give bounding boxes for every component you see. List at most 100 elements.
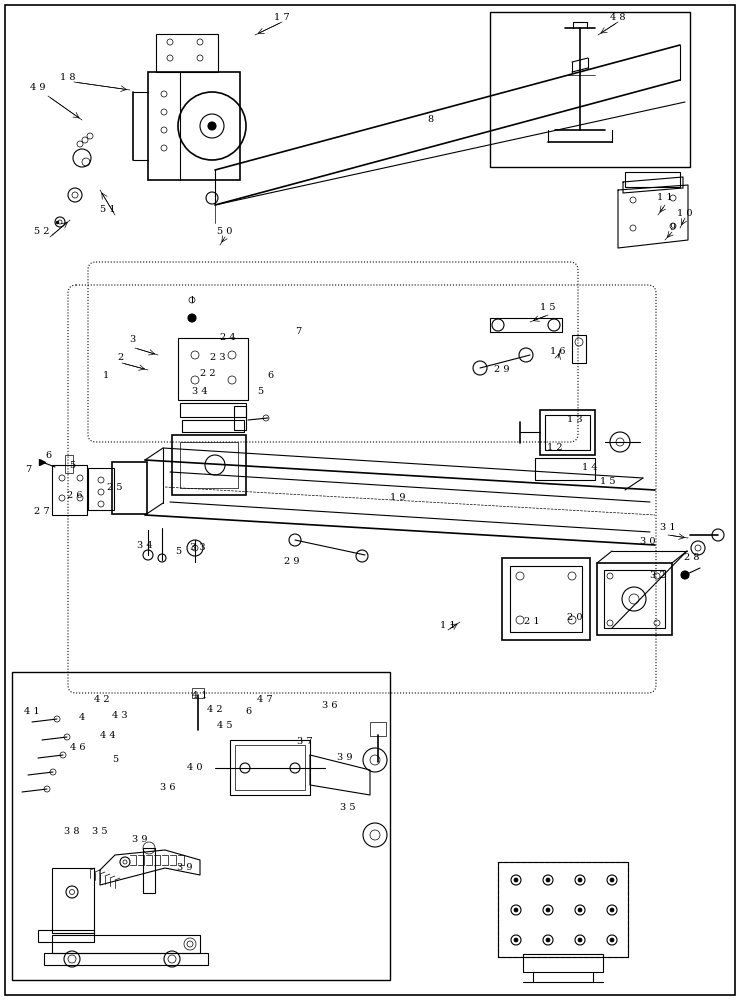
Text: 2 1: 2 1 bbox=[524, 617, 539, 626]
Text: 2 9: 2 9 bbox=[494, 365, 510, 374]
Text: 3 1: 3 1 bbox=[660, 524, 676, 532]
Text: 3 4: 3 4 bbox=[137, 540, 153, 550]
Text: 1 8: 1 8 bbox=[60, 74, 75, 83]
Text: 1 7: 1 7 bbox=[275, 13, 290, 22]
Circle shape bbox=[546, 908, 550, 912]
Circle shape bbox=[546, 938, 550, 942]
Text: 3 3: 3 3 bbox=[190, 544, 206, 552]
Bar bbox=[143, 848, 155, 893]
Bar bbox=[490, 318, 562, 332]
Text: 5: 5 bbox=[112, 756, 118, 764]
Bar bbox=[52, 935, 200, 953]
Text: 3 8: 3 8 bbox=[64, 828, 80, 836]
Bar bbox=[370, 722, 386, 736]
Text: 3 0: 3 0 bbox=[640, 538, 656, 546]
Text: 4 2: 4 2 bbox=[207, 706, 223, 714]
Text: 2 2: 2 2 bbox=[201, 369, 216, 378]
Text: 9: 9 bbox=[669, 224, 675, 232]
Bar bbox=[540, 410, 595, 455]
Text: 2 4: 2 4 bbox=[221, 334, 236, 342]
Text: 2 6: 2 6 bbox=[67, 490, 83, 499]
Bar bbox=[44, 953, 208, 965]
Circle shape bbox=[578, 878, 582, 882]
Text: 5 1: 5 1 bbox=[100, 206, 115, 215]
Bar bbox=[502, 558, 590, 640]
Circle shape bbox=[514, 938, 518, 942]
Text: 1 5: 1 5 bbox=[600, 478, 616, 487]
Text: 4 2: 4 2 bbox=[94, 696, 110, 704]
Text: 1 1: 1 1 bbox=[657, 194, 673, 202]
Bar bbox=[182, 420, 244, 432]
Text: 1 9: 1 9 bbox=[390, 493, 406, 502]
Text: 4 7: 4 7 bbox=[258, 696, 273, 704]
Bar bbox=[234, 406, 246, 430]
Bar bbox=[172, 435, 246, 495]
Text: 4 0: 4 0 bbox=[187, 764, 203, 772]
Text: 2 9: 2 9 bbox=[284, 558, 300, 566]
Text: 4 9: 4 9 bbox=[30, 84, 46, 93]
Circle shape bbox=[514, 908, 518, 912]
Bar bbox=[180, 442, 238, 488]
Text: 1 0: 1 0 bbox=[677, 209, 693, 218]
Text: 1 4: 1 4 bbox=[582, 464, 598, 473]
Text: 3 6: 3 6 bbox=[322, 700, 337, 710]
Text: 3 4: 3 4 bbox=[192, 387, 208, 396]
Text: 3 9: 3 9 bbox=[337, 754, 353, 762]
Bar bbox=[65, 455, 73, 473]
Text: 4 5: 4 5 bbox=[218, 720, 233, 730]
Bar bbox=[156, 34, 218, 72]
Circle shape bbox=[610, 938, 614, 942]
Text: 3: 3 bbox=[129, 336, 135, 344]
Text: 1 2: 1 2 bbox=[547, 444, 563, 452]
Text: 2: 2 bbox=[117, 354, 123, 362]
Circle shape bbox=[514, 878, 518, 882]
Circle shape bbox=[208, 122, 216, 130]
Bar bbox=[12, 672, 390, 980]
Circle shape bbox=[546, 878, 550, 882]
Bar bbox=[52, 868, 94, 933]
Circle shape bbox=[681, 571, 689, 579]
Text: 7: 7 bbox=[295, 328, 301, 336]
Text: 5: 5 bbox=[69, 460, 75, 470]
Bar bbox=[545, 415, 590, 450]
Bar bbox=[88, 468, 114, 510]
Text: 5: 5 bbox=[175, 548, 181, 556]
Bar bbox=[597, 563, 672, 635]
Text: 2 5: 2 5 bbox=[107, 484, 123, 492]
Circle shape bbox=[610, 878, 614, 882]
Text: 2 8: 2 8 bbox=[684, 554, 700, 562]
Text: 8: 8 bbox=[427, 115, 433, 124]
Bar bbox=[535, 458, 595, 480]
Bar bbox=[178, 338, 248, 400]
Circle shape bbox=[578, 908, 582, 912]
Circle shape bbox=[610, 908, 614, 912]
Text: 4 6: 4 6 bbox=[70, 744, 86, 752]
Bar bbox=[148, 72, 240, 180]
Bar bbox=[625, 172, 680, 187]
Bar bbox=[498, 862, 628, 957]
Text: 2 3: 2 3 bbox=[210, 354, 226, 362]
Text: 4 1: 4 1 bbox=[192, 690, 208, 700]
Text: 1 6: 1 6 bbox=[551, 348, 566, 357]
Text: 3 9: 3 9 bbox=[132, 836, 148, 844]
Text: 3 5: 3 5 bbox=[340, 804, 356, 812]
Bar bbox=[38, 930, 94, 942]
Text: 4: 4 bbox=[79, 714, 85, 722]
Text: 1 5: 1 5 bbox=[540, 304, 556, 312]
Bar bbox=[523, 954, 603, 972]
Bar bbox=[498, 862, 628, 957]
Text: 1 1: 1 1 bbox=[440, 620, 456, 630]
Text: 3 2: 3 2 bbox=[650, 570, 666, 580]
Text: 3 9: 3 9 bbox=[178, 863, 192, 872]
Text: 1 3: 1 3 bbox=[567, 416, 583, 424]
Bar bbox=[604, 570, 665, 628]
Text: 5 2: 5 2 bbox=[34, 228, 50, 236]
Bar bbox=[230, 740, 310, 795]
Text: 2 7: 2 7 bbox=[34, 508, 50, 516]
Text: 3 6: 3 6 bbox=[161, 784, 176, 792]
Bar bbox=[180, 403, 246, 417]
Text: 4 4: 4 4 bbox=[100, 730, 116, 740]
Text: 5: 5 bbox=[257, 387, 263, 396]
Text: 4 3: 4 3 bbox=[112, 710, 128, 720]
Text: 5 0: 5 0 bbox=[218, 228, 232, 236]
